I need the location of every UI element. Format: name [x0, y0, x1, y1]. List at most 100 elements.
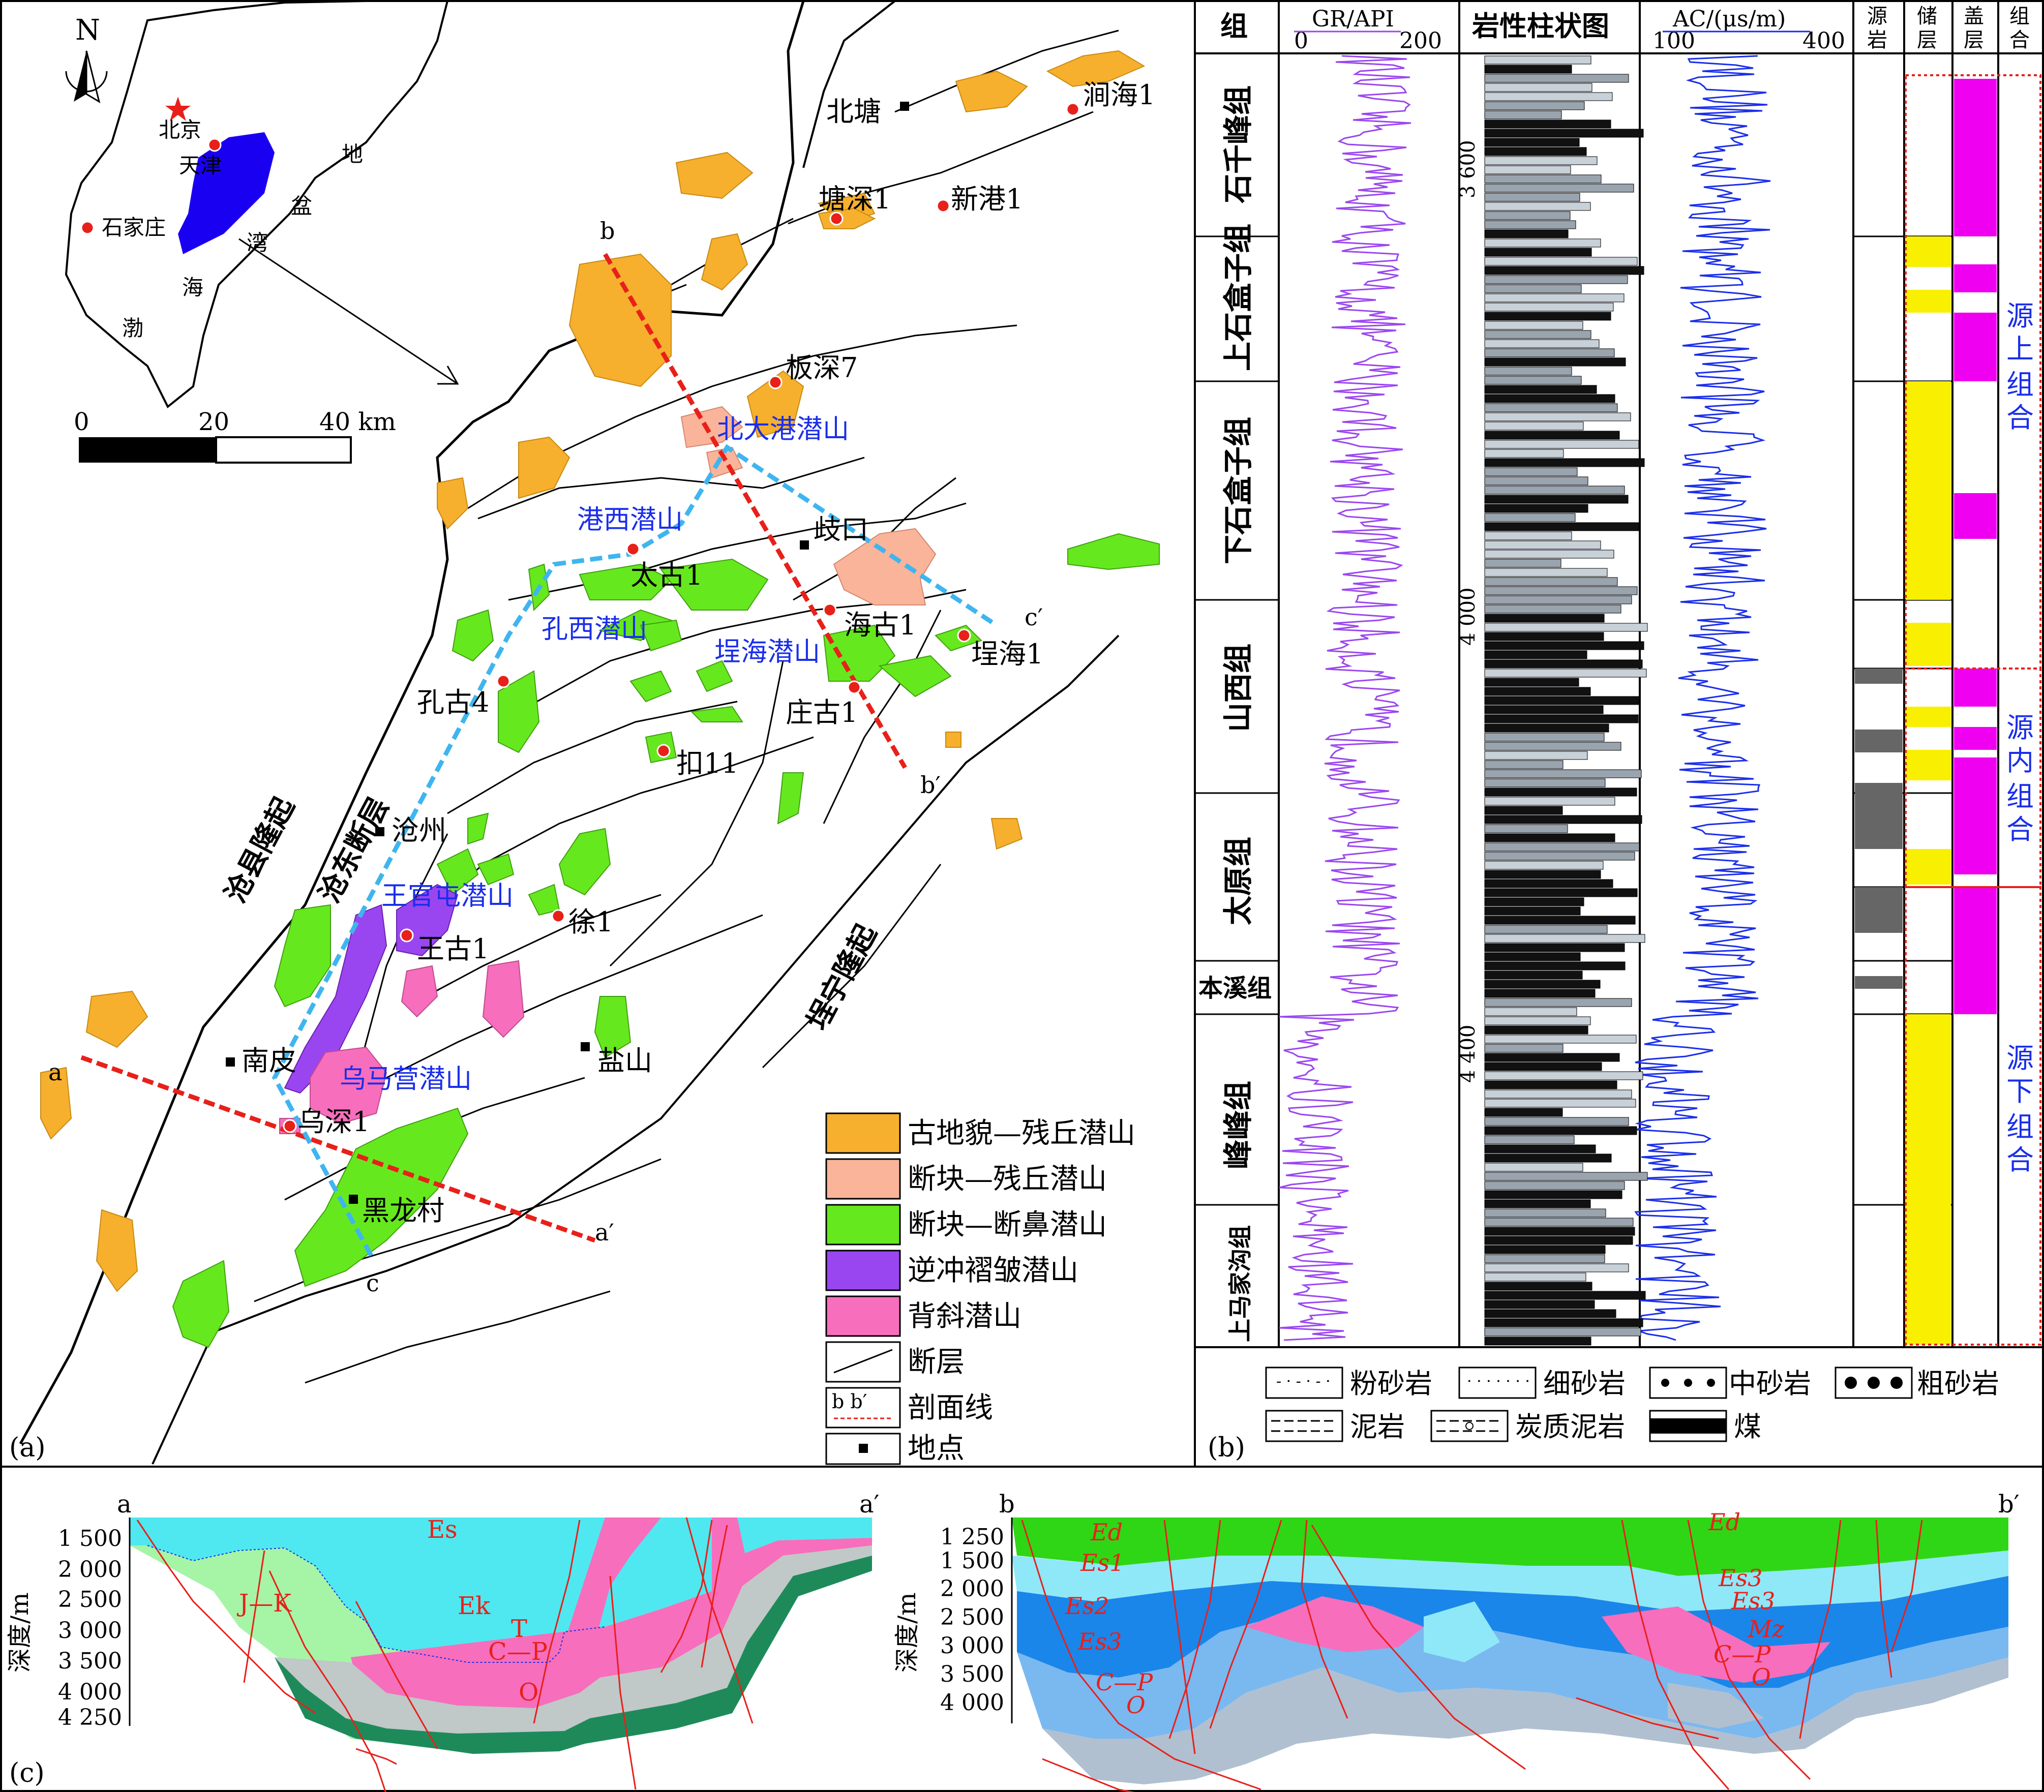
anticline-hills — [279, 960, 525, 1134]
legend-swatch-pink — [825, 1295, 901, 1337]
assemblage-boxes — [1905, 74, 2041, 1346]
label-wushen1: 乌深1 — [297, 1106, 370, 1138]
section-a-axis-label: 深度/m — [6, 1592, 34, 1673]
label-gangxi: 港西潜山 — [577, 505, 683, 535]
asm-upper-2: 组 — [2006, 369, 2034, 401]
header-litho: 岩性柱状图 — [1472, 10, 1609, 42]
inset-outline — [65, 0, 449, 409]
layer-es3 — [1017, 1612, 2008, 1739]
shijiazhuang-dot — [80, 221, 95, 235]
formation-benxi: 本溪组 — [1198, 974, 1272, 1003]
litho-bed — [1484, 1135, 1575, 1144]
site-squares — [226, 102, 909, 1204]
litho-bed — [1484, 1309, 1616, 1318]
b-tick-2000: 2 000 — [940, 1576, 1004, 1602]
litho-bed — [1484, 1089, 1632, 1099]
layer-es1 — [1012, 1551, 2008, 1612]
asm-lower-2: 组 — [2006, 1111, 2034, 1143]
litho-bed — [1484, 312, 1611, 321]
section-a-unit-labels: Es J—K Ek T C—P O — [236, 1515, 548, 1707]
litho-bed — [1484, 421, 1584, 431]
beijing-star-icon — [165, 97, 191, 121]
unit-cp-left: C—P — [1096, 1668, 1153, 1696]
fault-block-residual-hills — [680, 406, 937, 605]
header-formation: 组 — [1220, 10, 1248, 42]
litho-bed — [1484, 1117, 1629, 1126]
layer-t — [351, 1538, 872, 1708]
layer-jk — [214, 1548, 381, 1647]
label-cangzhou: 沧州 — [392, 814, 446, 846]
header-seal-1: 层 — [1964, 28, 1984, 52]
litho-bed — [1484, 604, 1621, 614]
a-tick-2000: 2 000 — [58, 1557, 122, 1583]
well-labels: 涧海1 北塘 塘深1 新港1 板深7 太古1 歧口 海古1 埕海1 庄古1 扣1… — [242, 79, 1155, 1227]
inset-arrow — [238, 238, 458, 385]
lith-carb-mudstone-icon — [1430, 1410, 1509, 1442]
litho-bed — [1484, 641, 1644, 650]
litho-bed — [1484, 540, 1601, 550]
lith-label-coal: 煤 — [1734, 1411, 1761, 1443]
asm-inner-0: 源 — [2006, 712, 2034, 744]
litho-bed — [1484, 989, 1596, 998]
label-inset-bo: 渤 — [122, 316, 143, 341]
north-arc — [65, 71, 108, 93]
litho-bed — [1484, 376, 1582, 385]
litho-bed — [1484, 257, 1638, 266]
section-end-a: a — [48, 1058, 62, 1086]
litho-bed — [1484, 623, 1648, 632]
litho-bed — [1484, 1236, 1633, 1245]
litho-bed — [1484, 1318, 1643, 1327]
litho-bed — [1484, 458, 1645, 467]
section-a-start: a — [117, 1490, 132, 1518]
label-beijing: 北京 — [159, 117, 201, 142]
litho-bed — [1484, 119, 1611, 129]
section-a: Es J—K Ek T C—P O a a′ 1 500 2 000 2 500… — [6, 1490, 880, 1792]
scale-bar: 0 20 40 km — [74, 408, 396, 464]
litho-bed — [1484, 1153, 1612, 1163]
section-b-depth-ticks: 1 250 1 500 2 000 2 500 3 000 3 500 4 00… — [940, 1524, 1004, 1716]
lithology-legend: - · - · - · · · · · · · · 粉砂岩 细砂岩 中砂岩 粗砂… — [1265, 1366, 1999, 1443]
litho-bed — [1484, 55, 1591, 65]
unit-cp: C—P — [488, 1637, 548, 1666]
unit-mz-right: Mz — [1748, 1615, 1785, 1643]
formation-lower-shihezi: 下石盒子组 — [1221, 417, 1255, 564]
litho-bed — [1484, 440, 1639, 449]
label-banshen7: 板深7 — [786, 352, 858, 384]
litho-bed — [1484, 238, 1601, 248]
unit-ed-right: Ed — [1708, 1508, 1740, 1536]
litho-bed — [1484, 339, 1600, 348]
section-lines — [80, 253, 998, 1257]
well-dots — [283, 102, 1080, 1133]
lith-label-fine-sand: 细砂岩 — [1543, 1368, 1626, 1400]
label-tangshen1: 塘深1 — [819, 183, 891, 215]
litho-bed — [1484, 1190, 1622, 1199]
litho-bed — [1484, 1254, 1605, 1263]
section-end-c: c — [366, 1269, 379, 1297]
label-konggu4: 孔古4 — [417, 686, 489, 718]
unit-o: O — [519, 1678, 538, 1707]
litho-bed — [1484, 302, 1614, 312]
panel-label-a: (a) — [9, 1433, 46, 1463]
litho-bed — [1484, 220, 1576, 229]
panel-a-map: 涧海1 北塘 塘深1 新港1 板深7 太古1 歧口 海古1 埕海1 庄古1 扣1… — [9, 0, 1160, 1465]
depth-4000: 4 000 — [1456, 587, 1480, 646]
litho-bed — [1484, 229, 1569, 238]
litho-bed — [1484, 522, 1639, 531]
legend-label-6: 剖面线 — [908, 1391, 993, 1424]
label-heilongcun: 黑龙村 — [362, 1195, 444, 1227]
litho-bed — [1484, 970, 1583, 980]
a-tick-3500: 3 500 — [58, 1648, 122, 1674]
litho-bed — [1484, 211, 1571, 220]
label-yanshan: 盐山 — [597, 1045, 652, 1077]
formation-upper-majiagou: 上马家沟组 — [1226, 1225, 1254, 1342]
lith-siltstone-pattern: - · - · - · — [1276, 1373, 1331, 1390]
litho-bed — [1484, 595, 1632, 604]
litho-bed — [1484, 833, 1615, 842]
header-gr-max: 200 — [1399, 28, 1442, 54]
panel-label-b: (b) — [1208, 1433, 1245, 1463]
litho-bed — [1484, 1053, 1620, 1062]
label-qikou: 歧口 — [814, 513, 868, 545]
legend-swatch-orange — [825, 1112, 901, 1154]
header-source-1: 岩 — [1867, 28, 1887, 52]
